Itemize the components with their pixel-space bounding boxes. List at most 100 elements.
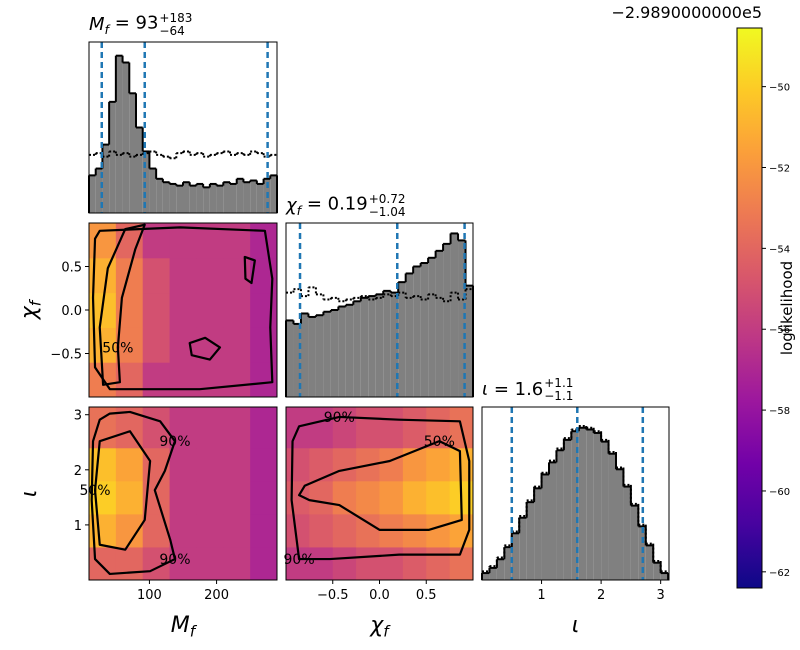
density-cell (379, 546, 404, 581)
x-tick-label: 3 (657, 588, 665, 603)
hist-bar (196, 183, 204, 213)
density-cell (142, 292, 171, 328)
hist-bar (315, 315, 324, 397)
density-cell (142, 513, 171, 548)
density-cell (402, 447, 427, 482)
y-axis-label-symbol: ι (17, 490, 42, 497)
x-axis-label: ι (572, 613, 579, 638)
density-cell (356, 480, 380, 515)
hist-bar (496, 559, 505, 580)
density-cell (309, 407, 334, 449)
colorbar (736, 27, 763, 589)
density-cell (223, 480, 251, 515)
hist-bar (95, 168, 103, 213)
contour-label: 50% (102, 340, 133, 356)
x-tick-label: 1 (537, 588, 545, 603)
contour-label: 90% (324, 410, 355, 426)
hist-bar (300, 313, 309, 397)
y-axis-label-symbol: χ (17, 305, 42, 320)
x-tick-label: −0.5 (317, 588, 349, 603)
hist-bar (450, 233, 459, 397)
hist-bar (571, 431, 579, 580)
colorbar-tick-label: −56 (769, 325, 790, 336)
y-tick-label: 0.5 (61, 261, 82, 276)
x-axis-label-symbol: M (171, 613, 190, 638)
hist-bar (216, 185, 224, 213)
density-cell (223, 546, 251, 581)
hist-bar (638, 526, 646, 580)
density-cell (196, 513, 224, 548)
hist-title-sub: −64 (159, 24, 184, 38)
hist-bar (308, 316, 316, 397)
hist-title-sub: f (297, 203, 304, 218)
contour-label: 90% (159, 434, 190, 450)
hist-bar (623, 486, 631, 580)
hist-bar (586, 429, 594, 580)
hist-bar (230, 183, 237, 213)
density-cell (332, 447, 357, 482)
hist-bar (115, 55, 123, 214)
hist-bar (136, 127, 143, 213)
density-cell (402, 407, 427, 449)
contour-label: 50% (424, 434, 455, 450)
hist-bar (489, 567, 497, 580)
colorbar-label: loglikelihood (778, 261, 796, 355)
x-axis-label-symbol: ι (572, 613, 579, 638)
hist-bar (189, 185, 197, 213)
density-cell (115, 546, 144, 581)
hist-title-sub: f (105, 22, 112, 37)
hist-bar (405, 273, 414, 397)
density-cell (379, 447, 404, 482)
density-cell (286, 447, 310, 482)
hist-bar (556, 450, 564, 580)
density-cell (196, 447, 224, 482)
x-tick-label: 100 (137, 588, 162, 603)
density-cell (196, 257, 224, 294)
hist-bar (458, 240, 466, 397)
hist-bar (250, 180, 257, 213)
density-cell (223, 257, 251, 294)
hist-bar (183, 182, 190, 213)
contour (93, 430, 152, 551)
density-cell (426, 546, 451, 581)
y-axis-label: χf (17, 298, 45, 320)
hist-bar (345, 304, 354, 397)
hist-title: Mf = 93 (89, 12, 158, 36)
density-cell (286, 513, 310, 548)
contour (297, 440, 463, 531)
density-cell (356, 407, 380, 449)
hist-bar (420, 263, 429, 397)
contour-label: 90% (284, 552, 315, 568)
hist-title: χf = 0.19 (285, 193, 368, 217)
x-axis-label-symbol: χ (369, 613, 384, 638)
hist-bar (360, 297, 369, 397)
density-cell (250, 546, 278, 581)
hist-bar (398, 282, 406, 397)
hist-bar (176, 185, 183, 213)
density-cell (402, 480, 427, 515)
density-cell (426, 407, 451, 449)
density-cell (223, 447, 251, 482)
hist-bar (89, 175, 96, 213)
hist-bar (243, 182, 251, 213)
colorbar-tick-label: −54 (769, 244, 790, 255)
hist-bar (526, 502, 535, 580)
hist-bar (338, 306, 346, 397)
x-axis-label-sub: f (190, 623, 198, 641)
x-axis-label: Mf (171, 613, 198, 641)
x-tick-label: 200 (204, 588, 229, 603)
density-cell (169, 480, 197, 515)
density-cell (196, 407, 224, 449)
density-cell (169, 513, 197, 548)
density-cell (169, 292, 197, 328)
hist-bar (390, 292, 399, 397)
density-cell (309, 480, 334, 515)
hist-bar (102, 144, 110, 213)
hist-bar (353, 301, 361, 397)
hist-title-symbol: χ (285, 195, 298, 216)
density-cell (250, 327, 278, 363)
density-cell (89, 546, 117, 581)
hist-bar (330, 310, 339, 397)
density-cell (142, 362, 171, 398)
